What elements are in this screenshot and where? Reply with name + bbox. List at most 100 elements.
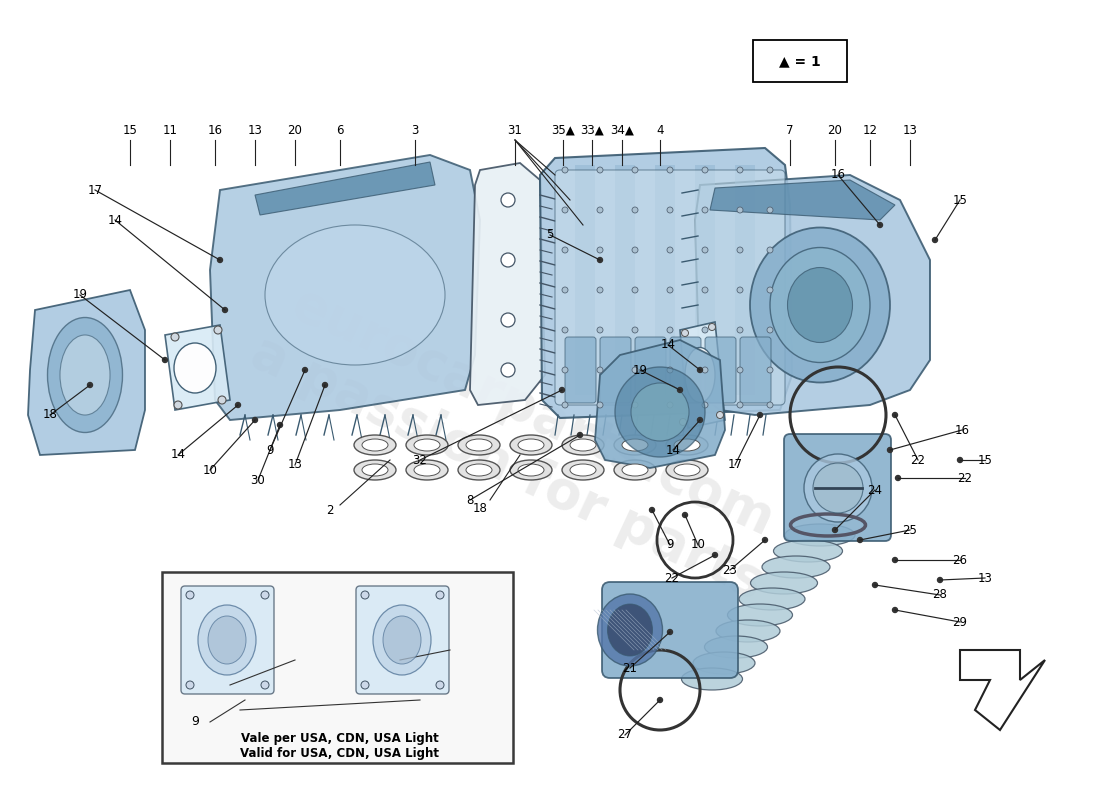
Polygon shape bbox=[710, 180, 895, 220]
FancyBboxPatch shape bbox=[784, 434, 891, 541]
Text: 15: 15 bbox=[122, 123, 138, 137]
Circle shape bbox=[737, 327, 742, 333]
Ellipse shape bbox=[682, 668, 742, 690]
Circle shape bbox=[767, 247, 773, 253]
Circle shape bbox=[361, 681, 368, 689]
Ellipse shape bbox=[773, 540, 843, 562]
Circle shape bbox=[562, 367, 568, 373]
Polygon shape bbox=[960, 650, 1045, 730]
FancyBboxPatch shape bbox=[556, 170, 785, 405]
Ellipse shape bbox=[354, 435, 396, 455]
Circle shape bbox=[667, 207, 673, 213]
Circle shape bbox=[872, 582, 878, 587]
Ellipse shape bbox=[354, 460, 396, 480]
Circle shape bbox=[632, 207, 638, 213]
Ellipse shape bbox=[198, 605, 256, 675]
Ellipse shape bbox=[466, 464, 492, 476]
Circle shape bbox=[597, 367, 603, 373]
Circle shape bbox=[713, 553, 717, 558]
Circle shape bbox=[261, 591, 270, 599]
Ellipse shape bbox=[614, 460, 656, 480]
Circle shape bbox=[702, 327, 708, 333]
Text: 15: 15 bbox=[978, 454, 992, 466]
Circle shape bbox=[667, 287, 673, 293]
Text: 18: 18 bbox=[43, 409, 57, 422]
Circle shape bbox=[658, 698, 662, 702]
Circle shape bbox=[597, 247, 603, 253]
Text: 32: 32 bbox=[412, 454, 428, 466]
Text: 9: 9 bbox=[191, 715, 199, 728]
Circle shape bbox=[737, 402, 742, 408]
Text: 9: 9 bbox=[667, 538, 673, 551]
Polygon shape bbox=[28, 290, 145, 455]
Ellipse shape bbox=[466, 439, 492, 451]
Circle shape bbox=[680, 418, 686, 426]
Text: 14: 14 bbox=[108, 214, 122, 226]
Circle shape bbox=[597, 402, 603, 408]
Ellipse shape bbox=[621, 464, 648, 476]
Circle shape bbox=[858, 538, 862, 542]
Circle shape bbox=[632, 247, 638, 253]
Text: 26: 26 bbox=[953, 554, 968, 566]
Circle shape bbox=[632, 327, 638, 333]
Circle shape bbox=[500, 363, 515, 377]
Ellipse shape bbox=[621, 439, 648, 451]
FancyBboxPatch shape bbox=[705, 337, 736, 403]
Text: 14: 14 bbox=[660, 338, 675, 351]
Text: 29: 29 bbox=[953, 615, 968, 629]
Text: 13: 13 bbox=[903, 123, 917, 137]
Ellipse shape bbox=[174, 343, 216, 393]
Ellipse shape bbox=[674, 464, 700, 476]
Circle shape bbox=[253, 418, 257, 422]
Text: 23: 23 bbox=[723, 563, 737, 577]
Circle shape bbox=[597, 207, 603, 213]
Ellipse shape bbox=[406, 435, 448, 455]
Circle shape bbox=[562, 247, 568, 253]
Circle shape bbox=[892, 558, 898, 562]
Ellipse shape bbox=[265, 225, 446, 365]
Ellipse shape bbox=[666, 435, 708, 455]
Circle shape bbox=[562, 287, 568, 293]
Circle shape bbox=[667, 402, 673, 408]
Polygon shape bbox=[255, 162, 434, 215]
Ellipse shape bbox=[614, 435, 656, 455]
Circle shape bbox=[702, 287, 708, 293]
FancyBboxPatch shape bbox=[356, 586, 449, 694]
Circle shape bbox=[214, 326, 222, 334]
Circle shape bbox=[737, 287, 742, 293]
Circle shape bbox=[500, 313, 515, 327]
Ellipse shape bbox=[674, 439, 700, 451]
FancyBboxPatch shape bbox=[754, 40, 847, 82]
Text: 30: 30 bbox=[251, 474, 265, 486]
Text: 22: 22 bbox=[911, 454, 925, 466]
Circle shape bbox=[186, 681, 194, 689]
Circle shape bbox=[667, 167, 673, 173]
Ellipse shape bbox=[666, 460, 708, 480]
Circle shape bbox=[708, 323, 715, 330]
Circle shape bbox=[737, 247, 742, 253]
Ellipse shape bbox=[518, 464, 544, 476]
Ellipse shape bbox=[727, 604, 792, 626]
Text: 6: 6 bbox=[337, 123, 343, 137]
Ellipse shape bbox=[693, 652, 755, 674]
Polygon shape bbox=[695, 175, 930, 415]
Ellipse shape bbox=[685, 347, 715, 402]
Ellipse shape bbox=[362, 439, 388, 451]
Circle shape bbox=[702, 402, 708, 408]
Circle shape bbox=[697, 418, 703, 422]
Circle shape bbox=[767, 327, 773, 333]
Ellipse shape bbox=[631, 383, 689, 441]
Text: 13: 13 bbox=[287, 458, 303, 471]
Text: 7: 7 bbox=[786, 123, 794, 137]
Circle shape bbox=[562, 207, 568, 213]
Ellipse shape bbox=[739, 588, 805, 610]
Circle shape bbox=[702, 207, 708, 213]
Text: 20: 20 bbox=[287, 123, 303, 137]
Bar bbox=[654, 165, 675, 395]
Circle shape bbox=[597, 287, 603, 293]
Ellipse shape bbox=[570, 464, 596, 476]
Ellipse shape bbox=[615, 367, 705, 457]
Text: 33▲: 33▲ bbox=[580, 123, 604, 137]
Text: 31: 31 bbox=[507, 123, 522, 137]
Ellipse shape bbox=[60, 335, 110, 415]
